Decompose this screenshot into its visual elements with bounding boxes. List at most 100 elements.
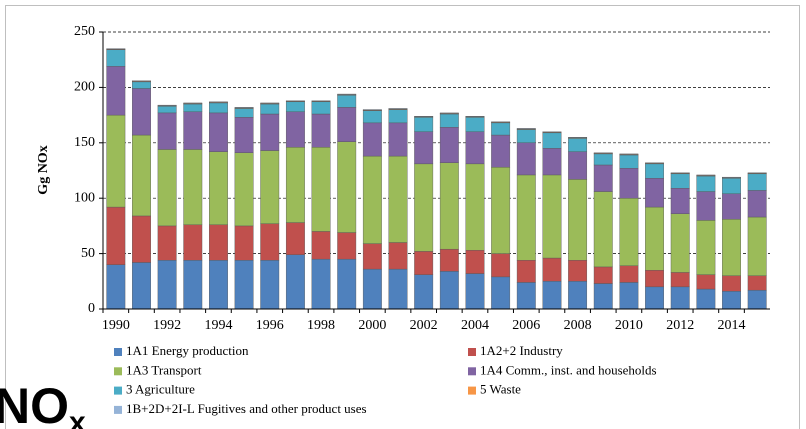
y-tick-label: 0: [88, 301, 95, 316]
bar-segment: [619, 153, 639, 155]
bar-segment: [439, 162, 459, 250]
bar-segment: [388, 108, 408, 110]
bar-segment: [568, 151, 588, 180]
bar-segment: [183, 102, 203, 104]
bar-segment: [337, 258, 357, 310]
bar-segment: [337, 232, 357, 260]
bar-segment: [362, 110, 382, 124]
y-tick-label: 50: [81, 246, 95, 261]
legend-label: 5 Waste: [480, 382, 521, 397]
bar-segment: [491, 122, 511, 136]
bar-segment: [106, 66, 126, 116]
x-tick-label: 1994: [204, 318, 232, 333]
bar-segment: [106, 114, 126, 208]
bar-segment: [542, 281, 562, 310]
bar-segment: [285, 111, 305, 148]
bar-segment: [414, 116, 434, 117]
bar-segment: [132, 215, 151, 263]
bar-segment: [285, 147, 305, 223]
bar-segment: [465, 131, 485, 165]
x-tick-label: 2000: [358, 318, 386, 333]
bar-segment: [747, 173, 767, 191]
legend-label: 1A3 Transport: [126, 362, 202, 377]
bar-segment: [516, 260, 536, 283]
bar-segment: [106, 49, 126, 67]
bar-segment: [260, 103, 280, 115]
bar-segment: [234, 152, 254, 227]
y-axis-label: Gg NOx: [36, 145, 51, 194]
bar-segment: [465, 163, 485, 251]
x-tick-label: 1990: [102, 318, 130, 333]
legend-label: 1A2+2 Industry: [480, 343, 563, 358]
bar-segment: [285, 254, 305, 310]
bar-segment: [619, 265, 639, 283]
bar-segment: [414, 274, 434, 310]
bar-segment: [670, 173, 690, 189]
bar-segment: [465, 250, 485, 274]
bar-segment: [234, 107, 254, 109]
bar-segment: [465, 116, 485, 117]
bar-segment: [285, 222, 305, 255]
bar-segment: [645, 178, 664, 208]
y-tick-label: 100: [74, 190, 95, 205]
bar-segment: [337, 94, 357, 108]
bar-segment: [747, 289, 767, 310]
bar-segment: [491, 134, 511, 168]
bar-segment: [157, 106, 177, 114]
bar-segment: [722, 291, 741, 310]
bar-segment: [465, 117, 485, 132]
bar-segment: [337, 107, 357, 142]
bar-segment: [260, 260, 280, 310]
bar-segment: [183, 111, 203, 150]
bar-segment: [465, 273, 485, 310]
bar-segment: [209, 101, 228, 103]
legend-label: 1B+2D+2I-L Fugitives and other product u…: [126, 401, 367, 416]
legend-swatch: [114, 386, 122, 395]
bar-segment: [696, 175, 716, 192]
x-tick-label: 2008: [564, 318, 592, 333]
legend-swatch: [114, 405, 122, 414]
bar-segment: [106, 206, 126, 265]
x-tick-label: 1998: [307, 318, 335, 333]
bar-segment: [388, 242, 408, 270]
bar-segment: [696, 191, 716, 221]
bar-segment: [362, 109, 382, 111]
bar-segment: [722, 176, 741, 178]
bar-segment: [568, 281, 588, 310]
x-tick-label: 2010: [615, 318, 643, 333]
bar-segment: [491, 166, 511, 254]
bar-segment: [747, 275, 767, 291]
bar-segment: [132, 88, 151, 136]
bar-segment: [516, 128, 536, 130]
bar-segment: [542, 174, 562, 259]
bar-segment: [491, 276, 511, 310]
bar-segment: [414, 117, 434, 132]
bar-segment: [593, 152, 613, 154]
x-tick-label: 2004: [461, 318, 489, 333]
bar-segment: [234, 225, 254, 261]
bar-segment: [414, 163, 434, 252]
bar-segment: [132, 262, 151, 310]
x-tick-label: 1996: [256, 318, 284, 333]
bar-segment: [696, 274, 716, 290]
bar-segment: [568, 260, 588, 282]
annotation: NOx: [0, 378, 86, 429]
bar-segment: [542, 131, 562, 133]
bar-segment: [157, 225, 177, 261]
bar-segment: [747, 216, 767, 276]
bar-segment: [542, 132, 562, 149]
bar-segment: [157, 112, 177, 150]
bar-segment: [696, 288, 716, 310]
bar-segment: [234, 260, 254, 310]
bar-segment: [132, 81, 151, 89]
y-tick-label: 250: [74, 24, 95, 39]
bar-segment: [516, 129, 536, 143]
bar-segment: [747, 172, 767, 174]
bar-segment: [670, 172, 690, 174]
bar-segment: [234, 117, 254, 153]
bar-segment: [491, 253, 511, 278]
bar-segment: [337, 93, 357, 95]
bar-segment: [645, 206, 664, 271]
bar-segment: [183, 260, 203, 310]
bar-segment: [722, 178, 741, 194]
